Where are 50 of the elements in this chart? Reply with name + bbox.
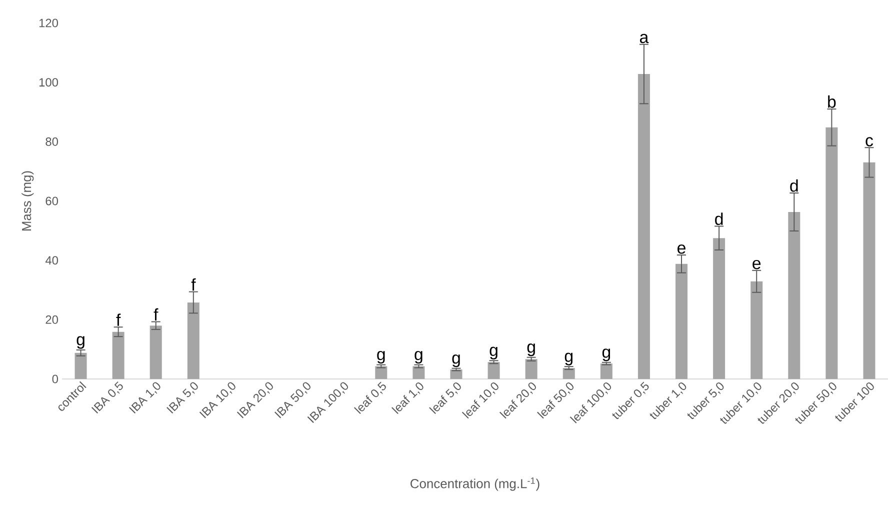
bar: [562, 368, 575, 379]
annotation: g: [527, 344, 535, 356]
bar: [150, 326, 162, 379]
bar: [863, 162, 876, 379]
x-tick-label: IBA 5,0: [166, 382, 198, 414]
annotation: g: [452, 354, 460, 368]
x-tick-label: IBA 0,5: [91, 381, 123, 414]
annotation: c: [866, 137, 874, 146]
x-tick-label: leaf 1,0: [392, 382, 424, 414]
y-tick-label: 20: [46, 315, 58, 324]
y-tick-label: 40: [45, 256, 58, 265]
y-tick-label: 80: [46, 137, 58, 146]
bar: [375, 366, 388, 379]
y-tick-label: 120: [39, 18, 58, 28]
bar: [488, 362, 500, 379]
bar: [74, 352, 87, 379]
bar: [750, 281, 763, 379]
annotation: g: [564, 352, 572, 366]
bar: [638, 74, 650, 379]
bar: [450, 370, 462, 379]
bar: [187, 302, 200, 379]
annotation: d: [790, 179, 798, 192]
annotation: e: [752, 260, 761, 270]
annotation: g: [414, 350, 422, 364]
bar: [788, 212, 800, 379]
annotation: d: [715, 212, 723, 226]
y-tick-label: 60: [46, 196, 58, 206]
bar: [525, 359, 538, 379]
annotation: e: [678, 244, 686, 254]
annotation: g: [76, 336, 84, 349]
annotation: g: [602, 348, 610, 362]
annotation: b: [828, 95, 836, 108]
y-tick-label: 100: [39, 78, 58, 87]
bar: [412, 366, 425, 379]
x-tick-label: IBA 1,0: [129, 382, 160, 414]
bar: [600, 364, 612, 379]
annotation: a: [640, 34, 649, 44]
bar: [112, 332, 124, 379]
annotation: f: [116, 314, 121, 326]
y-tick-label: 0: [52, 374, 58, 384]
annotation: g: [490, 346, 498, 360]
annotation: g: [377, 350, 385, 364]
bar: [826, 127, 838, 379]
bar: [713, 238, 726, 379]
y-axis-title: Mass (mg): [22, 171, 34, 231]
x-axis-title: Concentration (mg.L$^{-1}$): [410, 478, 540, 491]
annotation: f: [191, 278, 196, 291]
bar: [676, 264, 688, 379]
annotation: f: [154, 308, 158, 321]
x-tick-label: leaf 10,0: [462, 382, 498, 419]
